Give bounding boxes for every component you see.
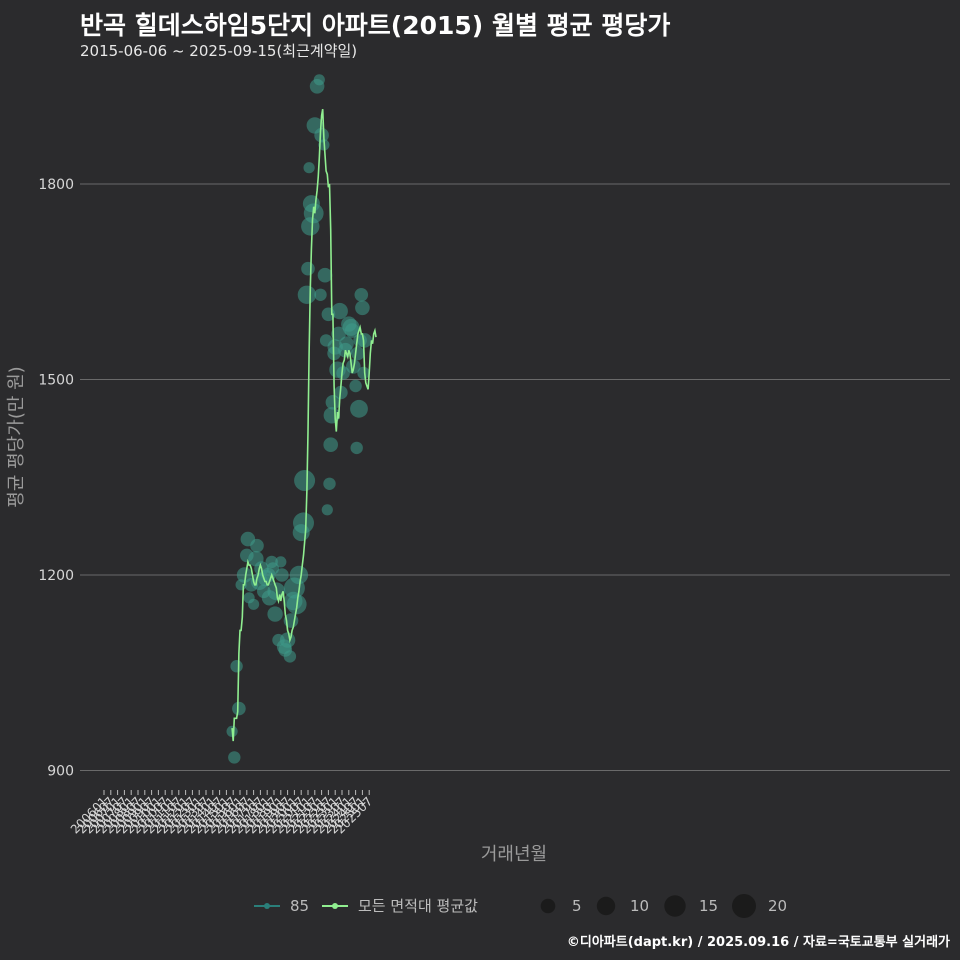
bubble-point xyxy=(323,477,336,490)
bubble-point xyxy=(357,333,373,348)
y-tick-label: 1500 xyxy=(38,373,74,389)
legend-size-label: 10 xyxy=(630,897,649,915)
bubble-point xyxy=(339,336,354,352)
bubble-point xyxy=(331,326,346,342)
y-tick-label: 1800 xyxy=(38,177,74,193)
legend-size-circle xyxy=(664,895,686,917)
source-caption: ©디아파트(dapt.kr) / 2025.09.16 / 자료=국토교통부 실… xyxy=(566,935,950,950)
bubble-point xyxy=(293,512,314,534)
legend-85-label: 85 xyxy=(290,897,309,915)
bubble-point xyxy=(250,538,264,553)
bubble-point xyxy=(317,267,333,283)
legend-85-swatch-dot xyxy=(264,903,270,909)
y-tick-label: 1200 xyxy=(38,568,74,584)
bubble-point xyxy=(350,441,363,455)
bubble-point xyxy=(267,606,283,622)
bubble-point xyxy=(336,366,350,380)
legend-size-label: 5 xyxy=(572,897,582,915)
x-axis-label: 거래년월 xyxy=(481,844,547,865)
bubble-point xyxy=(323,437,339,453)
bubble-point xyxy=(321,504,333,516)
chart-subtitle: 2015-06-06 ~ 2025-09-15(최근계약일) xyxy=(80,42,358,60)
legend-size-label: 15 xyxy=(699,897,718,915)
bubble-point xyxy=(283,650,297,663)
bubble-point xyxy=(303,162,315,174)
bubble-point xyxy=(314,288,327,301)
legend: 85 모든 면적대 평균값 5 10 15 20 xyxy=(254,894,787,918)
y-tick-label: 900 xyxy=(47,763,74,779)
legend-size-circle xyxy=(540,898,556,914)
bubble-point xyxy=(289,565,309,585)
bubble-point xyxy=(248,598,260,610)
y-axis-label: 평균 평당가(만 원) xyxy=(6,366,27,507)
bubble-point xyxy=(275,568,289,582)
grid-lines xyxy=(80,183,950,771)
bubble-point xyxy=(355,300,370,316)
bubble-point xyxy=(354,288,369,302)
bubble-point xyxy=(351,346,365,361)
bubble-point xyxy=(350,399,368,418)
legend-size-label: 20 xyxy=(768,897,787,915)
bubble-point xyxy=(297,285,317,304)
bubble-point xyxy=(275,556,287,568)
bubble-point xyxy=(232,701,246,716)
bubble-point xyxy=(294,470,316,491)
bubble-point xyxy=(344,323,360,338)
bubble-point xyxy=(314,127,329,143)
bubble-point xyxy=(331,302,348,320)
legend-line-swatch-dot xyxy=(332,903,338,909)
bubble-point xyxy=(357,366,370,380)
chart-title: 반곡 힐데스하임5단지 아파트(2015) 월별 평균 평당가 xyxy=(80,11,671,40)
bubble-point xyxy=(313,74,325,86)
average-price-line xyxy=(231,108,377,742)
bubble-point xyxy=(325,395,341,410)
bubble-point xyxy=(230,660,243,673)
legend-size-circle xyxy=(596,896,616,916)
y-axis-ticks: 900 1200 1500 1800 xyxy=(38,177,74,779)
legend-line-label: 모든 면적대 평균값 xyxy=(358,897,478,915)
bubble-series-85 xyxy=(226,74,373,764)
x-axis-ticks: 2006012006072007012007072008012008072009… xyxy=(68,790,375,837)
bubble-point xyxy=(349,379,362,393)
bubble-point xyxy=(266,562,280,575)
bubble-point xyxy=(228,751,241,764)
bubble-point xyxy=(301,261,315,276)
legend-size-circle xyxy=(732,894,756,918)
bubble-point xyxy=(279,632,296,648)
